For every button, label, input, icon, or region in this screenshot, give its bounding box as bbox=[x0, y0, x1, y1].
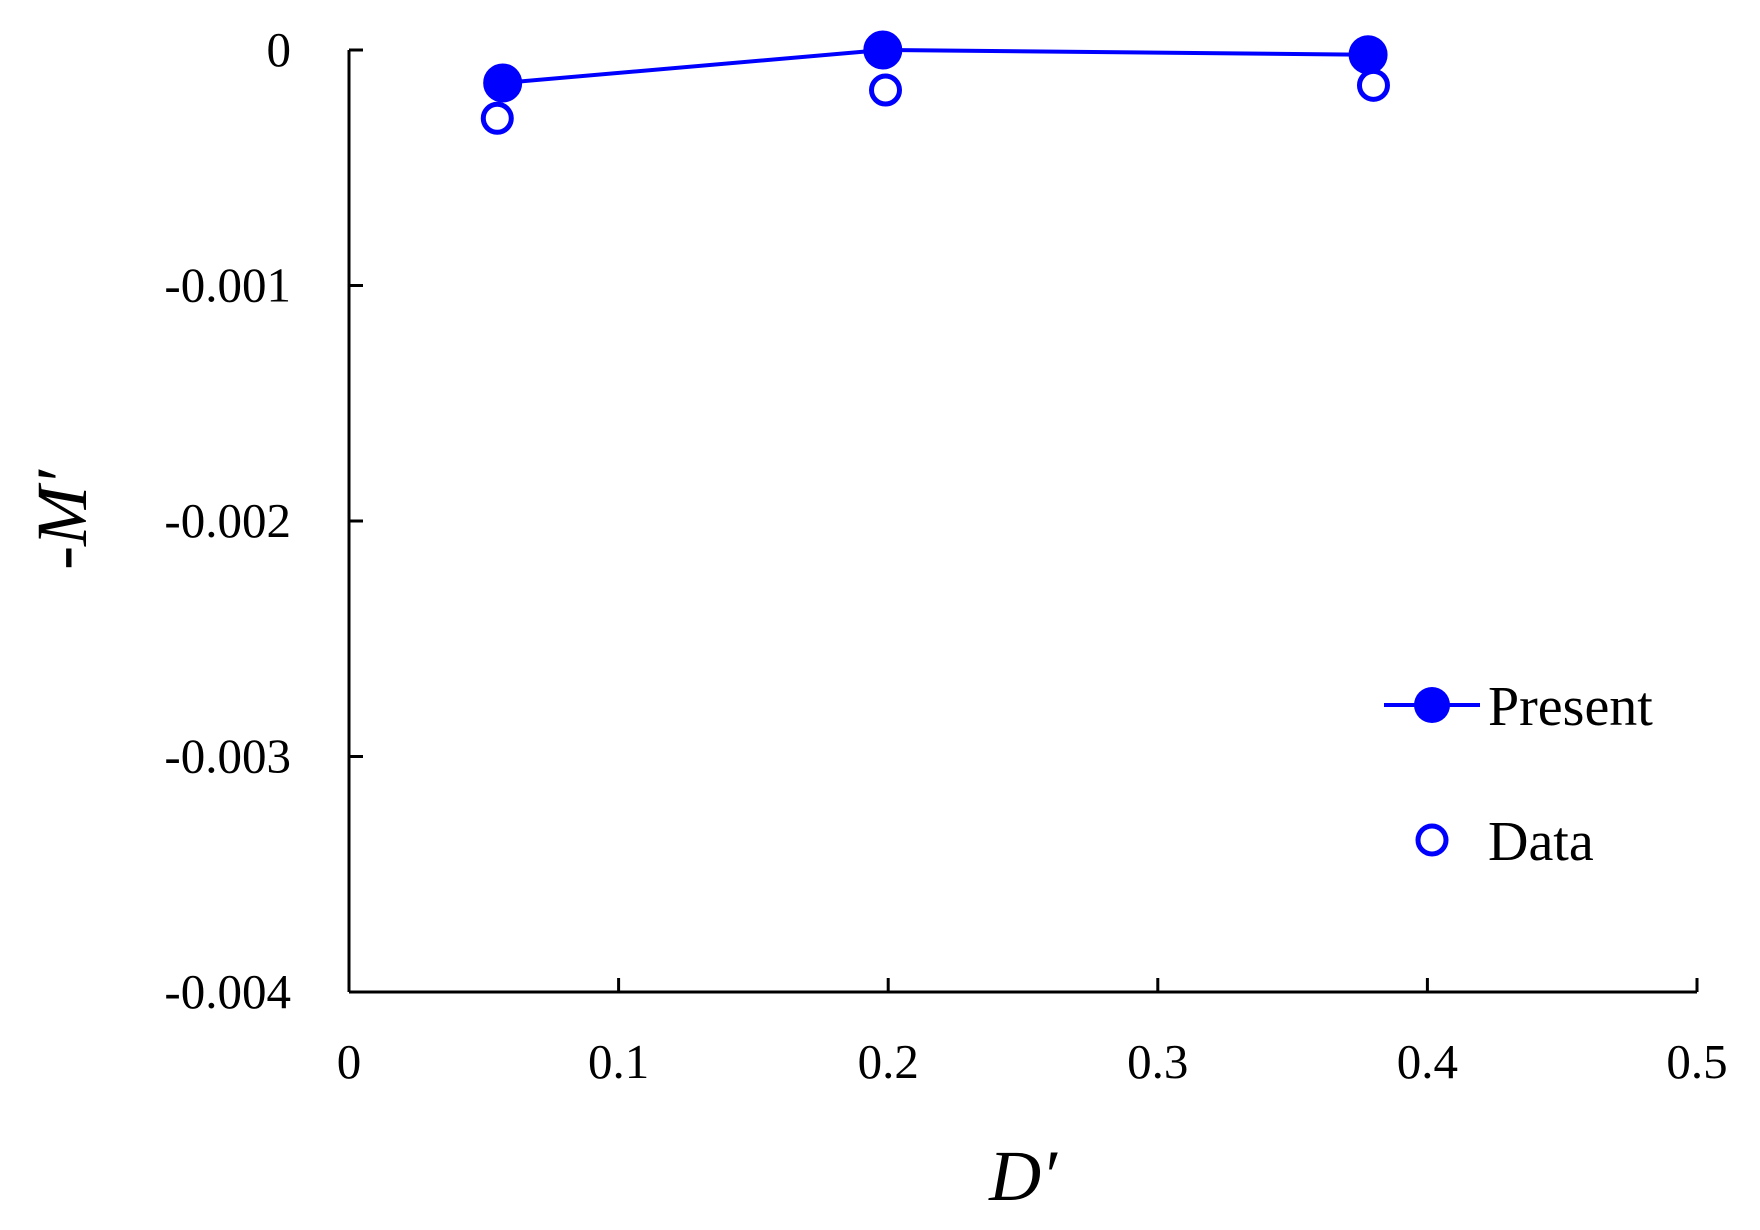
legend-filled-marker bbox=[1414, 687, 1450, 723]
y-tick-label: -0.004 bbox=[164, 964, 291, 1019]
x-tick-label: 0.3 bbox=[1127, 1034, 1188, 1089]
y-axis-title: -M′ bbox=[22, 469, 102, 570]
series-line bbox=[502, 47, 1369, 85]
x-tick-label: 0 bbox=[337, 1034, 362, 1089]
series-present bbox=[483, 30, 1388, 103]
legend-label: Data bbox=[1488, 811, 1594, 873]
y-tick-label: -0.002 bbox=[164, 493, 291, 548]
x-tick-label: 0.5 bbox=[1666, 1034, 1727, 1089]
legend-label: Present bbox=[1488, 676, 1653, 738]
x-tick-label: 0.4 bbox=[1397, 1034, 1458, 1089]
x-tick-label: 0.2 bbox=[858, 1034, 919, 1089]
open-point bbox=[480, 101, 514, 135]
axes: 0 -0.001 -0.002 -0.003 -0.004 0 0.1 0.2 0.3 0.4 0.… bbox=[22, 22, 1728, 1216]
y-tick-label: -0.003 bbox=[164, 729, 291, 784]
legend-entry-present: Present bbox=[1384, 676, 1653, 738]
marks bbox=[480, 30, 1390, 135]
legend: Present Data bbox=[1384, 676, 1653, 873]
filled-point bbox=[1348, 35, 1388, 75]
legend-entry-data: Data bbox=[1415, 811, 1594, 873]
filled-point bbox=[483, 63, 523, 103]
y-tick-label: -0.001 bbox=[164, 258, 291, 313]
filled-point bbox=[863, 30, 903, 70]
x-tick-label: 0.1 bbox=[588, 1034, 649, 1089]
legend-open-marker bbox=[1415, 823, 1449, 857]
open-point bbox=[869, 73, 903, 107]
x-axis-title: D′ bbox=[988, 1136, 1058, 1216]
series-data bbox=[480, 68, 1390, 135]
open-point bbox=[1356, 68, 1390, 102]
y-tick-label: 0 bbox=[267, 22, 292, 77]
